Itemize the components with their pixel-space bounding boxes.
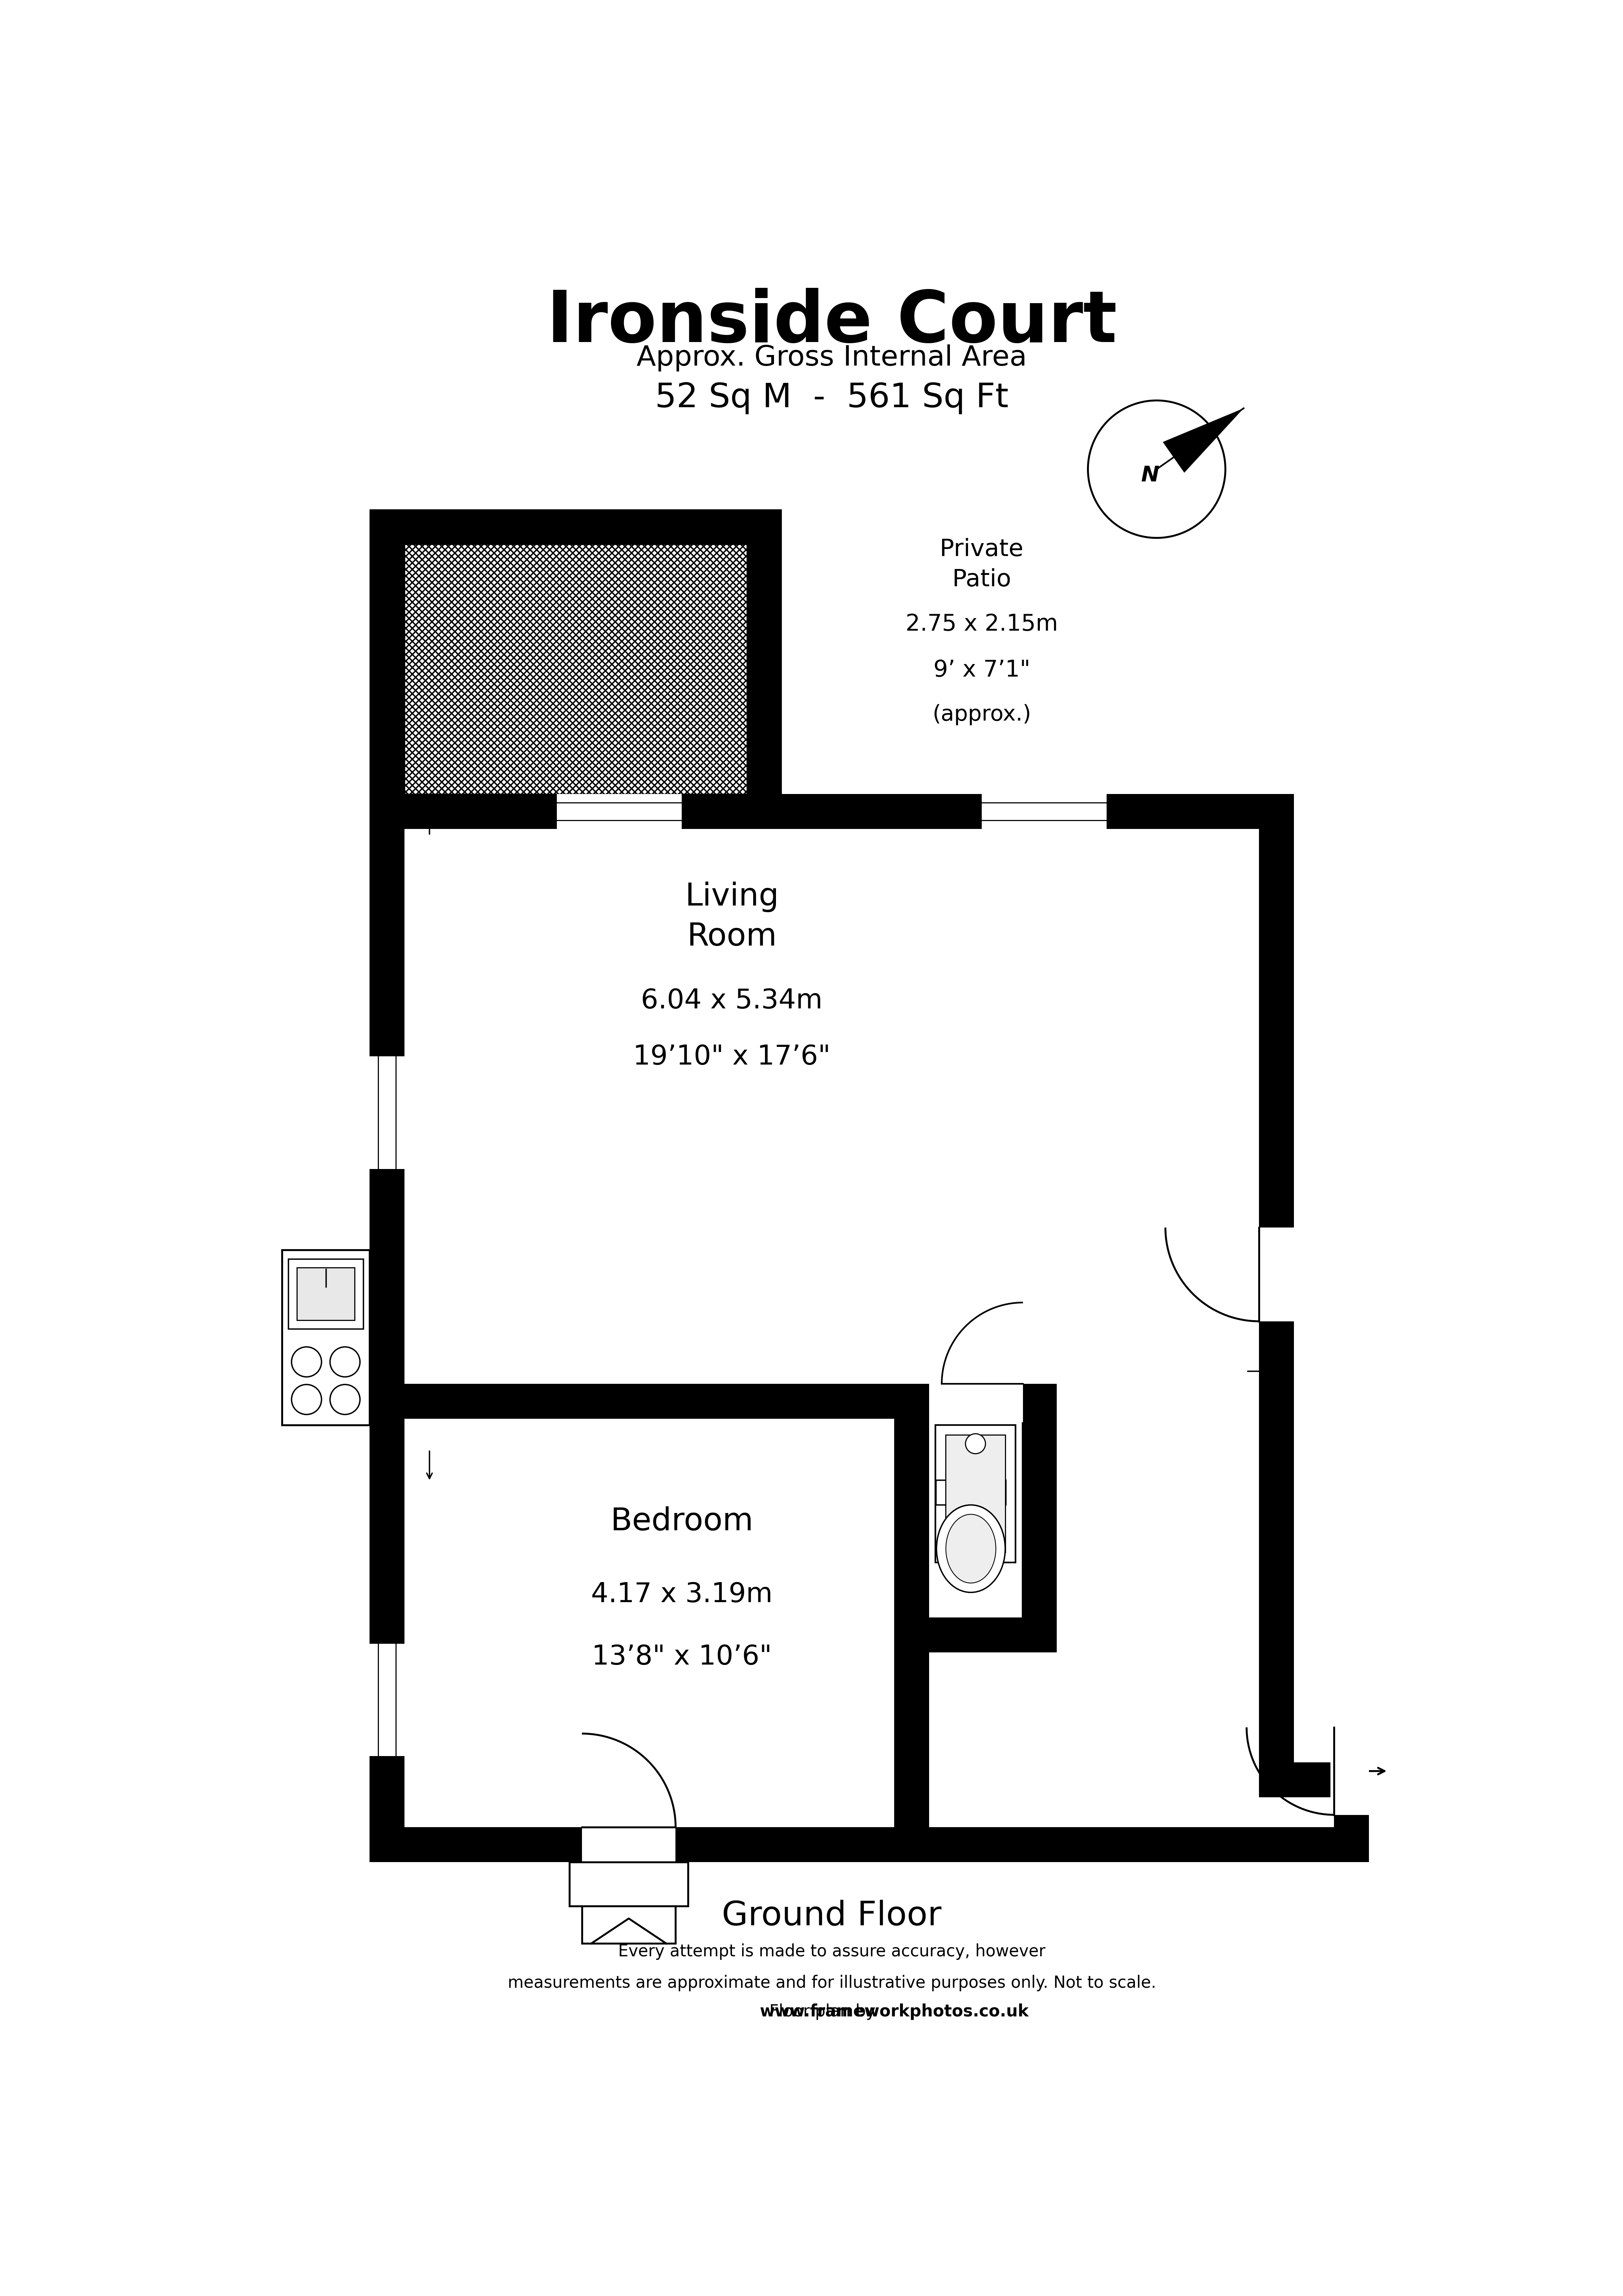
Bar [1255,1228,1295,1320]
Text: measurements are approximate and for illustrative purposes only. Not to scale.: measurements are approximate and for ill… [508,1975,1156,1991]
Text: 19’10" x 17’6": 19’10" x 17’6" [633,1045,831,1070]
Text: Private
Patio: Private Patio [940,537,1024,592]
Text: Ground Floor: Ground Floor [722,1899,941,1933]
Bar [894,1384,930,1828]
Bar [1022,1384,1057,1653]
Circle shape [1087,400,1225,537]
Text: Ironside Court: Ironside Court [547,287,1117,358]
Text: Every attempt is made to assure accuracy, however: Every attempt is made to assure accuracy… [618,1942,1045,1961]
Ellipse shape [946,1515,997,1582]
Text: 52 Sq M  -  561 Sq Ft: 52 Sq M - 561 Sq Ft [656,381,1008,413]
Ellipse shape [936,1504,1005,1593]
Bar [747,510,782,794]
Bar [404,544,747,794]
Text: Floor plan by: Floor plan by [769,2004,881,2020]
Bar [297,1267,354,1320]
Text: www.frameworkphotos.co.uk: www.frameworkphotos.co.uk [760,2004,1029,2020]
Bar [941,1380,1022,1424]
Bar [370,794,1294,829]
Bar [282,1249,370,1426]
Bar [1259,1828,1370,1862]
Bar [583,1821,675,1862]
Bar [370,1828,1294,1862]
Bar [1259,794,1294,1763]
Text: 4.17 x 3.19m: 4.17 x 3.19m [591,1582,773,1607]
Text: Bedroom: Bedroom [610,1506,753,1536]
Bar [289,1258,364,1329]
Bar [570,1862,688,1906]
Bar [936,1481,1006,1504]
Bar [1334,1763,1370,1862]
Text: (approx.): (approx.) [932,705,1031,726]
Text: Living
Room: Living Room [685,882,779,953]
Text: 13’8" x 10’6": 13’8" x 10’6" [592,1644,773,1669]
Polygon shape [1162,409,1243,473]
Circle shape [966,1433,985,1453]
Bar [1331,1727,1370,1814]
Bar [1259,1763,1334,1798]
Text: 9’ x 7’1": 9’ x 7’1" [933,659,1031,682]
Text: Approx. Gross Internal Area: Approx. Gross Internal Area [636,344,1027,372]
Bar [370,1644,404,1756]
Bar [557,794,682,829]
Bar [404,1384,894,1419]
Text: 2.75 x 2.15m: 2.75 x 2.15m [906,613,1058,636]
Bar [894,1616,1057,1653]
Bar [370,510,404,794]
Bar [370,510,782,544]
Bar [370,794,404,1862]
Text: N: N [1141,464,1159,487]
Bar [370,1056,404,1169]
Bar [583,1906,675,1942]
Bar [935,1426,1016,1561]
Text: 6.04 x 5.34m: 6.04 x 5.34m [641,987,823,1015]
Bar [982,794,1107,829]
Bar [946,1435,1006,1552]
